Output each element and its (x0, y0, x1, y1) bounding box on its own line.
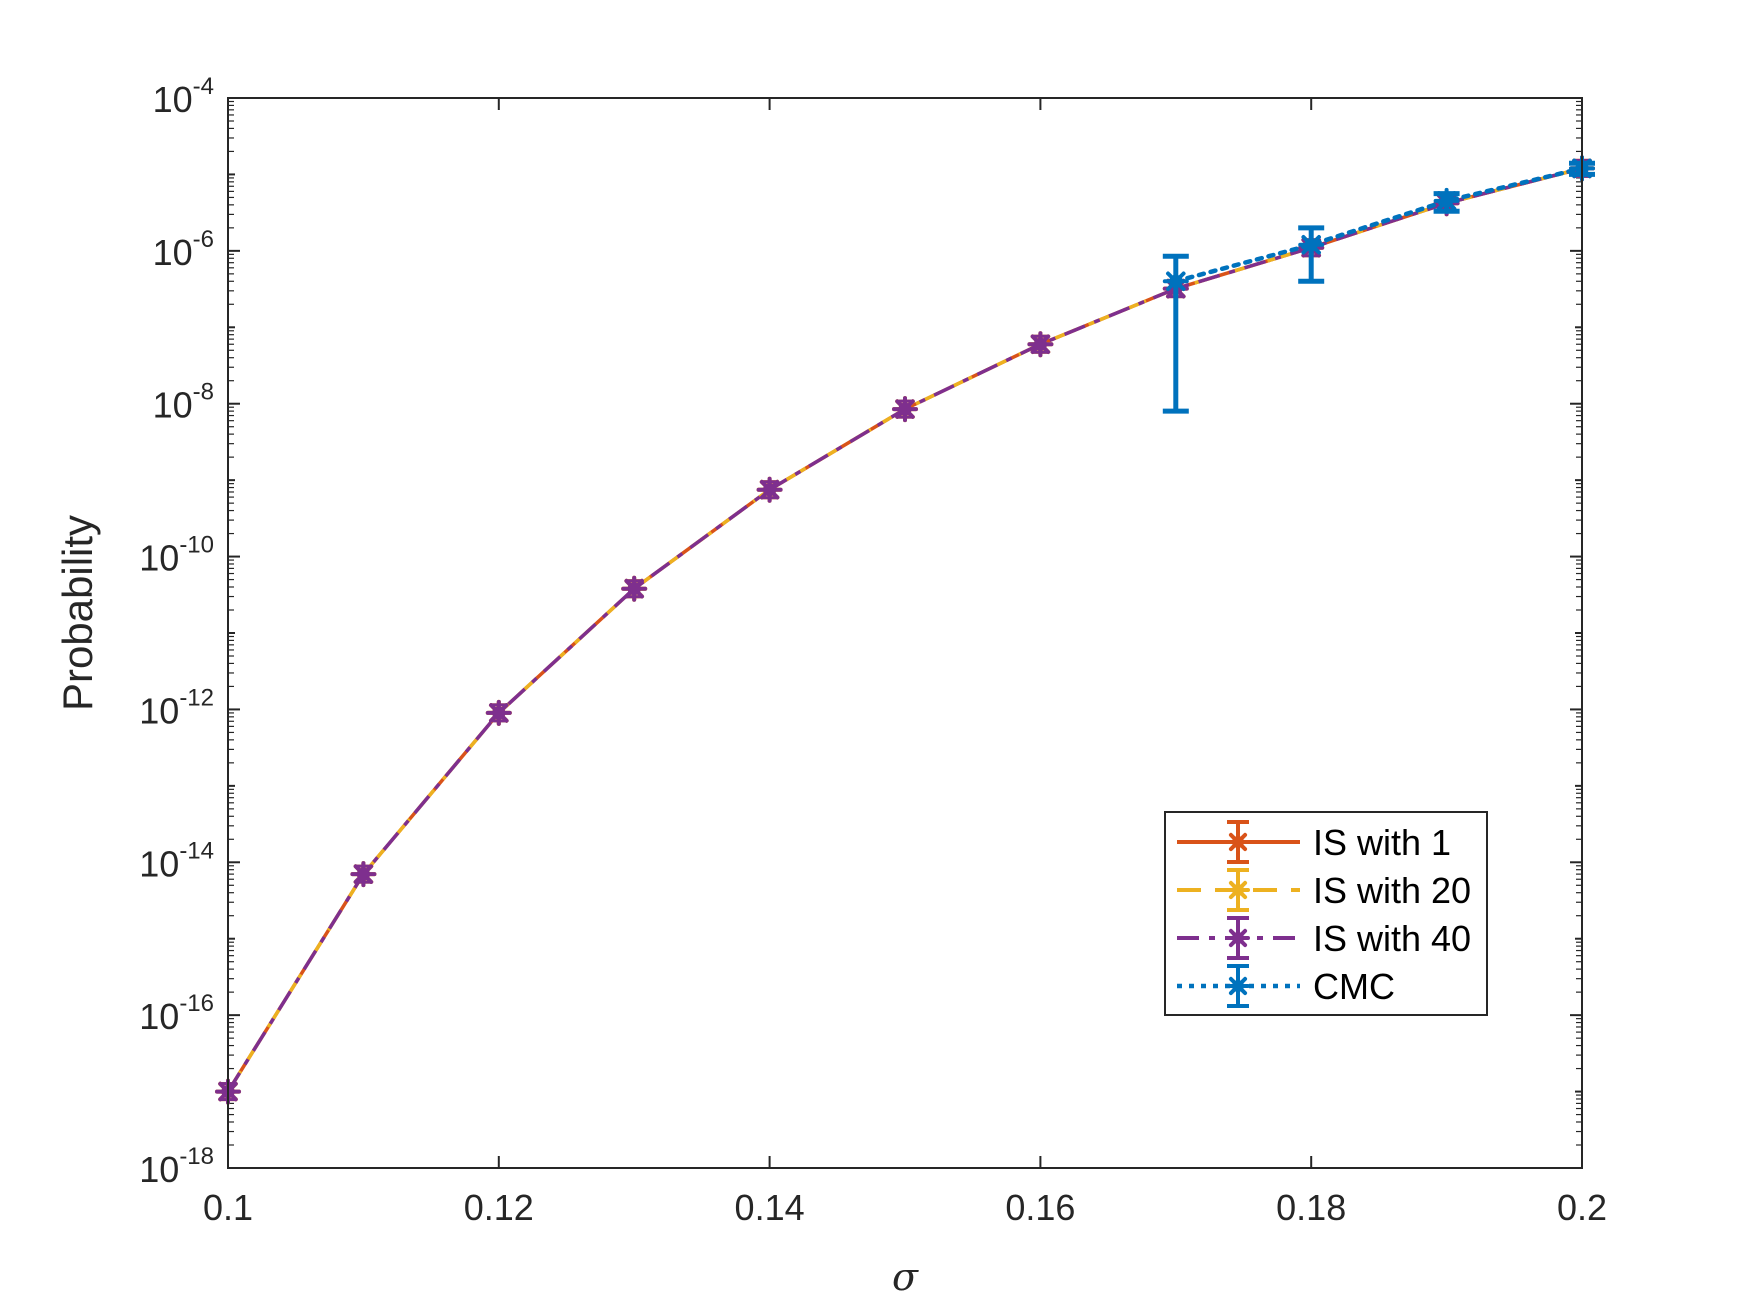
y-axis-label: Probability (54, 515, 101, 711)
y-tick-base: 10 (153, 385, 193, 426)
y-tick-base: 10 (139, 996, 179, 1037)
legend-label: IS with 40 (1313, 918, 1471, 959)
y-tick-base: 10 (139, 538, 179, 579)
x-tick-label: 0.12 (464, 1187, 534, 1228)
y-tick-base: 10 (153, 232, 193, 273)
legend-swatch-marker (1226, 974, 1250, 998)
data-point (1027, 331, 1054, 358)
legend-swatch-marker (1226, 830, 1250, 854)
y-tick-base: 10 (139, 690, 179, 731)
y-tick-label: 10-8 (153, 379, 214, 426)
y-tick-exponent: -16 (179, 990, 214, 1017)
y-tick-label: 10-16 (139, 990, 214, 1037)
series-layer (215, 155, 1595, 1105)
y-tick-exponent: -14 (179, 837, 214, 864)
legend-label: IS with 20 (1313, 870, 1471, 911)
y-tick-exponent: -4 (193, 73, 214, 100)
legend-swatch-marker (1226, 926, 1250, 950)
y-tick-exponent: -10 (179, 532, 214, 559)
x-tick-label: 0.18 (1276, 1187, 1346, 1228)
y-tick-label: 10-14 (139, 837, 214, 884)
x-tick-label: 0.14 (735, 1187, 805, 1228)
x-axis-label: σ (892, 1255, 919, 1299)
x-tick-label: 0.1 (203, 1187, 253, 1228)
y-tick-exponent: -12 (179, 684, 214, 711)
y-tick-base: 10 (139, 1149, 179, 1190)
legend-item: IS with 1 (1177, 820, 1451, 864)
legend-item: CMC (1177, 964, 1395, 1008)
y-tick-label: 10-4 (153, 73, 214, 120)
data-point (756, 476, 783, 503)
data-point (350, 861, 377, 888)
y-tick-exponent: -6 (193, 226, 214, 253)
x-tick-label: 0.16 (1005, 1187, 1075, 1228)
legend-box (1164, 811, 1488, 1016)
y-tick-exponent: -18 (179, 1143, 214, 1170)
data-point (1298, 231, 1325, 258)
data-point (892, 396, 918, 423)
y-tick-label: 10-10 (139, 532, 214, 579)
data-point (485, 699, 512, 726)
legend: IS with 1 IS with 20 IS with 40 CMC (1164, 811, 1488, 1016)
y-tick-label: 10-18 (139, 1143, 214, 1190)
y-tick-exponent: -8 (193, 379, 214, 406)
series-3 (1162, 155, 1595, 414)
data-point (1162, 268, 1189, 295)
axes-box (227, 97, 1583, 1169)
y-tick-base: 10 (139, 843, 179, 884)
legend-swatch-marker (1226, 878, 1250, 902)
series-line (1173, 166, 1585, 284)
legend-item: IS with 40 (1177, 916, 1471, 960)
y-tick-base: 10 (153, 79, 193, 120)
legend-item: IS with 20 (1177, 868, 1471, 912)
legend-label: CMC (1313, 966, 1395, 1007)
data-point (1433, 187, 1460, 214)
x-tick-labels: 0.1 0.12 0.14 0.16 0.18 0.2 (203, 1187, 1607, 1228)
x-tick-label: 0.2 (1557, 1187, 1607, 1228)
data-point (621, 575, 648, 602)
legend-label: IS with 1 (1313, 822, 1451, 863)
y-tick-label: 10-12 (139, 684, 214, 731)
y-tick-label: 10-6 (153, 226, 214, 273)
